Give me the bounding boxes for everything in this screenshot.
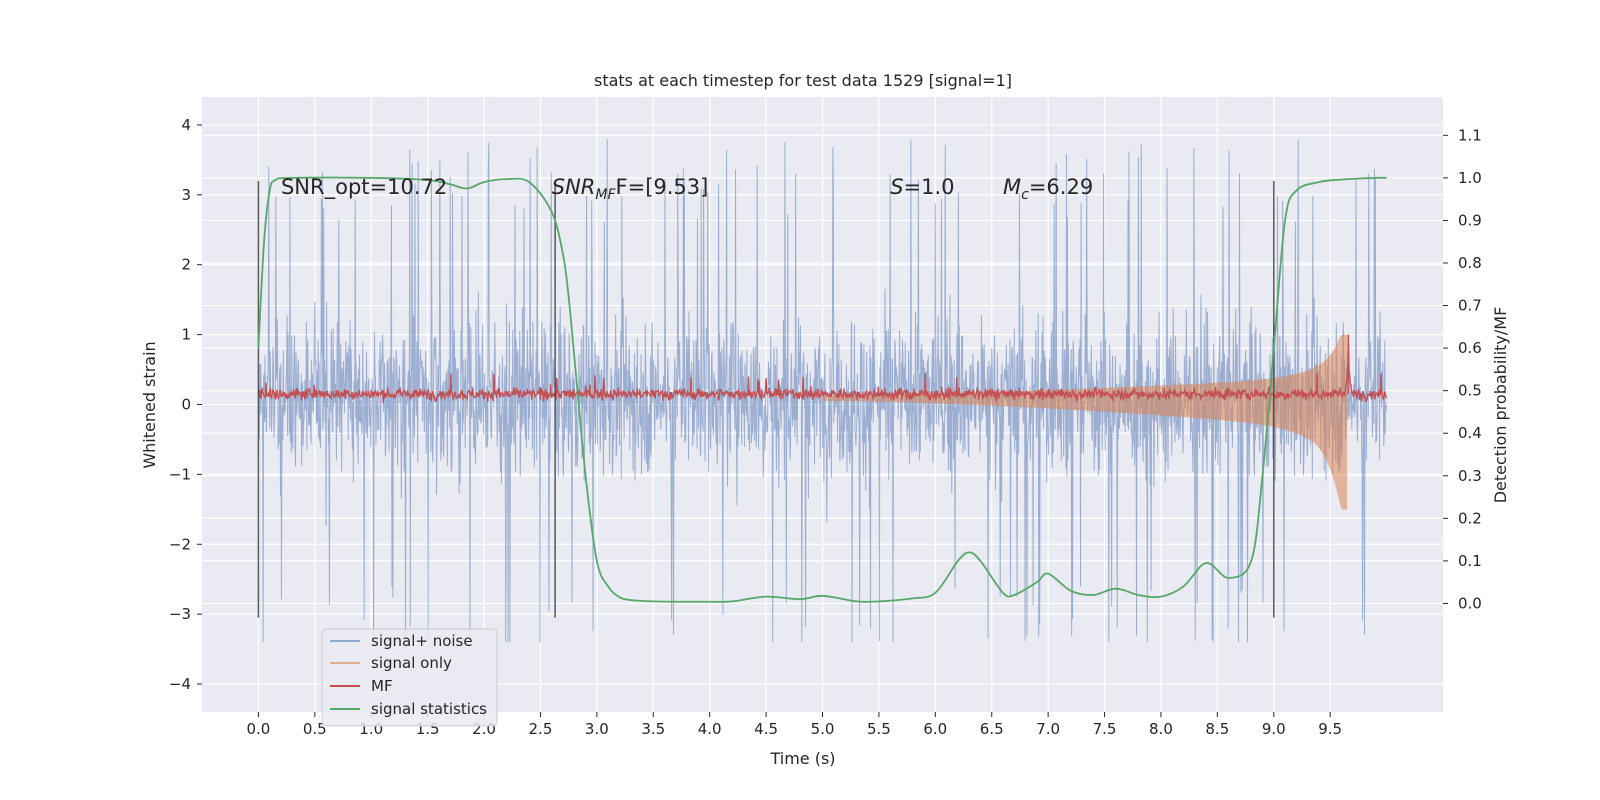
x-tick-label-1: 0.5 [303,720,327,738]
x-axis: 0.0 0.5 1.0 1.5 2.0 2.5 3.0 3.5 4.0 4.5 5.0 5.5 6.0 6… [246,712,1342,738]
chart-title: stats at each timestep for test data 152… [594,71,1012,90]
y-tick-label-1: −3 [169,605,191,623]
y2-tick-label-3: 0.3 [1458,467,1482,485]
y-axis-left: −4 −3 −2 −1 0 1 2 3 4 [169,116,202,693]
x-tick-label-12: 6.0 [923,720,947,738]
x-tick-label-7: 3.5 [641,720,665,738]
legend-label-mf: MF [371,677,393,695]
x-tick-label-15: 7.5 [1093,720,1117,738]
signal-noise-series [257,139,1388,643]
plot-layers [257,139,1388,643]
x-tick-label-13: 6.5 [980,720,1004,738]
y2-tick-label-9: 0.9 [1458,211,1482,229]
y2-tick-label-11: 1.1 [1458,126,1482,144]
y-tick-label-5: 1 [181,326,191,344]
x-tick-label-18: 9.0 [1262,720,1286,738]
legend-box [321,628,498,727]
annotations: SNR_opt=10.72 SNRMFF=[9.53] S=1.0 Mc=6.29 [281,175,1093,203]
y2-tick-label-7: 0.7 [1458,297,1482,315]
annotation-3-tail: =6.29 [1029,175,1093,199]
signal-only-series [822,334,1348,510]
x-tick-label-5: 2.5 [529,720,553,738]
annotation-1-sub: MF [595,187,616,203]
y2-tick-label-2: 0.2 [1458,509,1482,527]
x-axis-label: Time (s) [769,749,835,768]
annotation-1: SNRMFF=[9.53] [552,175,709,203]
annotation-0: SNR_opt=10.72 [281,175,447,200]
mf-series [257,334,1388,404]
legend-label-stats: signal statistics [371,700,487,718]
y2-tick-label-6: 0.6 [1458,339,1482,357]
annotation-2-tail: =1.0 [904,175,955,199]
marker-lines [257,180,1275,618]
annotation-2: S=1.0 [890,175,954,199]
legend-label-noise: signal+ noise [371,632,473,650]
signal-statistics-series [257,176,1387,603]
x-tick-label-0: 0.0 [246,720,270,738]
y2-tick-label-5: 0.5 [1458,382,1482,400]
x-tick-label-17: 8.5 [1205,720,1229,738]
y-tick-label-3: −1 [169,465,191,483]
y2-tick-label-10: 1.0 [1458,169,1482,187]
legend-label-signal: signal only [371,654,452,672]
annotation-3: Mc=6.29 [1003,175,1093,203]
y-tick-label-0: −4 [169,675,191,693]
y-tick-label-8: 4 [181,116,191,134]
annotation-1-tail: F=[9.53] [616,175,709,199]
x-tick-label-8: 4.0 [698,720,722,738]
x-tick-label-11: 5.5 [867,720,891,738]
x-tick-label-16: 8.0 [1149,720,1173,738]
annotation-2-base: S [890,175,903,199]
annotation-0-base: SNR_opt=10.72 [281,175,447,200]
annotation-3-sub: c [1021,187,1029,203]
y-tick-label-7: 3 [181,186,191,204]
annotation-1-base: SNR [552,175,596,199]
y-tick-label-4: 0 [181,396,191,414]
y-tick-label-6: 2 [181,256,191,274]
y-axis-label: Whitened strain [140,341,159,468]
x-tick-label-6: 3.0 [585,720,609,738]
x-tick-label-10: 5.0 [811,720,835,738]
y2-axis-label: Detection probability/MF [1491,307,1510,504]
y2-tick-label-4: 0.4 [1458,424,1482,442]
y2-tick-label-0: 0.0 [1458,594,1482,612]
x-tick-label-9: 4.5 [754,720,778,738]
y-axis-right: 0.0 0.1 0.2 0.3 0.4 0.5 0.6 0.7 0.8 0.9 1.0 1.1 [1443,126,1482,612]
x-tick-label-19: 9.5 [1318,720,1342,738]
y2-tick-label-1: 0.1 [1458,552,1482,570]
annotation-3-base: M [1003,175,1021,199]
y2-tick-label-8: 0.8 [1458,254,1482,272]
legend: signal+ noise signal only MF signal stat… [321,628,498,727]
y-tick-label-2: −2 [169,535,191,553]
x-tick-label-14: 7.0 [1036,720,1060,738]
